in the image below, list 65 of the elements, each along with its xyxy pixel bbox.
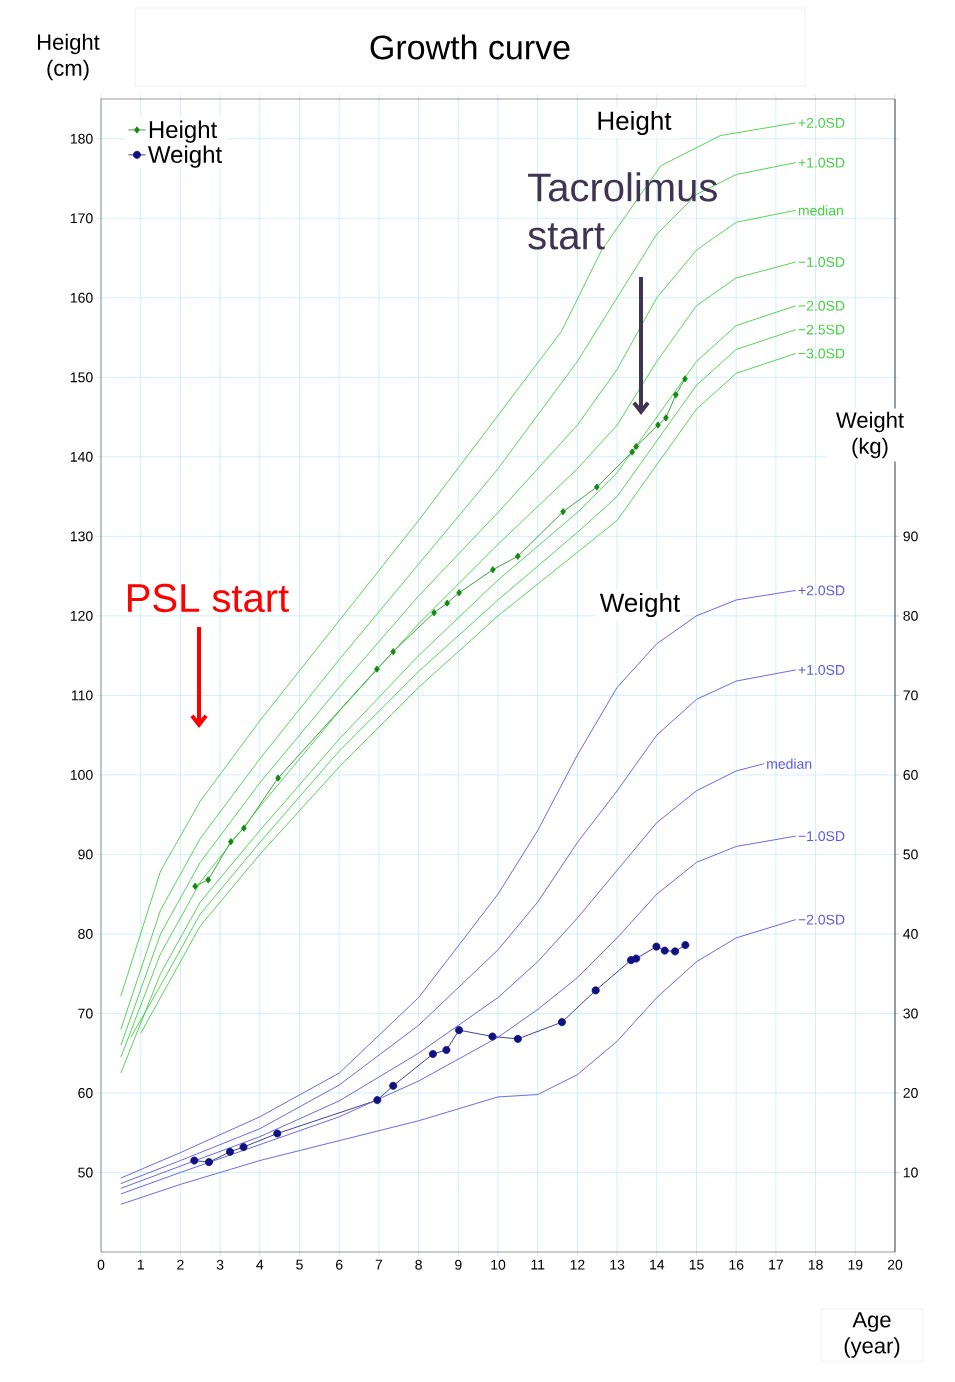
series-label: −2.0SD [798,914,845,925]
annotation: Weight [599,592,681,618]
legend-label: Weight [148,145,222,168]
y-tick-label: 80 [78,928,93,939]
x-tick-label: 4 [256,1259,264,1270]
y2-tick-label: 30 [903,1008,918,1019]
chart-title: Growth curve [370,34,570,60]
series-label: median [798,205,843,216]
y2-tick-label: 80 [903,610,918,621]
y-tick-label: 70 [78,1008,93,1019]
y-tick-label: 150 [70,372,93,383]
annotation: Height [598,110,672,136]
y2-tick-label: 60 [903,769,918,780]
y-tick-label: 90 [78,849,93,860]
x-tick-label: 11 [531,1259,545,1270]
x-tick-label: 18 [808,1259,823,1270]
series-label: −1.0SD [798,257,845,267]
x-tick-label: 5 [296,1259,303,1270]
y-tick-label: 130 [70,531,93,542]
x-tick-label: 8 [415,1259,422,1270]
x-tick-label: 16 [729,1259,744,1270]
y-tick-label: 60 [78,1087,93,1098]
y2-tick-label: 90 [903,531,918,542]
x-tick-label: 13 [610,1259,625,1270]
series-label: +2.0SD [798,585,845,596]
x-tick-label: 20 [887,1259,903,1270]
x-tick-label: 7 [375,1259,383,1270]
y-tick-label: 160 [70,292,93,303]
series-label: median [767,758,812,769]
y2-tick-label: 40 [903,928,918,939]
x-axis-title: Age (year) [844,1312,900,1358]
x-tick-label: 9 [455,1259,462,1270]
legend-label: Height [149,120,218,143]
y-tick-label: 110 [71,690,93,701]
series-label: −2.0SD [798,300,845,311]
y2-tick-label: 50 [903,849,918,860]
x-tick-label: 6 [336,1259,343,1270]
y-tick-label: 100 [70,769,93,780]
y-tick-label: 50 [78,1167,93,1178]
x-tick-label: 14 [650,1259,665,1270]
y-axis-title: Height (cm) [38,33,100,81]
x-tick-label: 10 [491,1259,506,1270]
x-tick-label: 0 [97,1259,105,1270]
y2-axis-title: Weight (kg) [836,411,904,459]
y-tick-label: 170 [70,213,93,224]
y2-tick-label: 70 [903,690,918,701]
y-tick-label: 140 [70,451,93,462]
x-tick-label: 3 [216,1259,224,1270]
series-label: +1.0SD [798,664,845,675]
series-label: −1.0SD [798,831,845,842]
x-tick-label: 19 [848,1259,863,1270]
y-tick-label: 120 [70,610,93,621]
series-label: +1.0SD [798,157,845,168]
x-tick-label: 2 [177,1259,184,1270]
series-label: −2.5SD [798,324,845,335]
series-label: +2.0SD [798,117,845,128]
x-tick-label: 15 [689,1259,704,1270]
y-tick-label: 180 [70,133,93,144]
x-tick-label: 12 [570,1259,585,1270]
series-label: −3.0SD [798,348,845,359]
x-tick-label: 1 [137,1259,144,1270]
y2-tick-label: 20 [903,1087,918,1098]
y2-tick-label: 10 [903,1167,918,1178]
x-tick-label: 17 [769,1259,783,1270]
annotation: PSL start [128,583,289,613]
